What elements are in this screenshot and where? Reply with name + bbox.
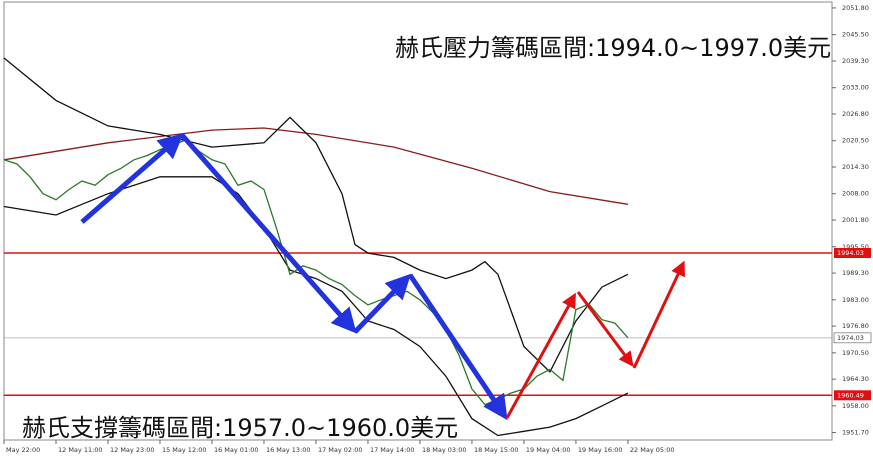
x-tick-label: 16 May 01:00 xyxy=(214,446,259,454)
y-tick-label: 1989.30 xyxy=(842,269,869,277)
x-tick-label: 22 May 05:00 xyxy=(630,446,675,454)
y-tick-label: 2039.30 xyxy=(842,57,869,65)
y-tick-label: 2033.00 xyxy=(842,84,869,92)
y-tick-label: 1995.50 xyxy=(842,243,869,251)
y-tick-label: 1958.00 xyxy=(842,402,869,410)
x-tick-label: 17 May 14:00 xyxy=(370,446,415,454)
series-line xyxy=(3,127,629,205)
y-tick-label: 2008.00 xyxy=(842,190,869,198)
y-tick-label: 1964.30 xyxy=(842,375,869,383)
x-tick-label: 16 May 13:00 xyxy=(266,446,311,454)
y-tick-label: 2014.30 xyxy=(842,163,869,171)
level-label: 1960.49 xyxy=(837,391,864,399)
y-tick-label: 1970.50 xyxy=(842,349,869,357)
blue-arrows xyxy=(80,133,508,421)
arrow xyxy=(505,292,576,419)
x-tick-label: 12 May 23:00 xyxy=(110,446,155,454)
last-price-label: 1974.03 xyxy=(837,334,864,342)
arrows xyxy=(80,133,685,421)
plot-area xyxy=(3,1,833,441)
x-tick-label: 15 May 12:00 xyxy=(162,446,207,454)
red-arrows xyxy=(505,260,685,419)
x-tick-label: 17 May 02:00 xyxy=(318,446,363,454)
level-tag xyxy=(834,390,871,401)
y-tick-label: 2045.50 xyxy=(842,31,869,39)
y-tick-label: 2051.80 xyxy=(842,4,869,12)
arrow xyxy=(80,133,184,224)
x-tick-label: 18 May 03:00 xyxy=(422,446,467,454)
arrow xyxy=(576,291,634,367)
y-tick-label: 1983.00 xyxy=(842,296,869,304)
y-tick-label: 2026.80 xyxy=(842,110,869,118)
y-tick-label: 1976.80 xyxy=(842,322,869,330)
x-tick-label: 18 May 15:00 xyxy=(474,446,519,454)
x-tick-label: 19 May 16:00 xyxy=(578,446,623,454)
last-price-tag xyxy=(833,332,872,344)
y-tick-label: 2020.50 xyxy=(842,137,869,145)
x-tick-label: 19 May 04:00 xyxy=(526,446,571,454)
arrow xyxy=(407,273,508,421)
level-label: 1994.03 xyxy=(837,249,864,257)
x-tick-label: May 22:00 xyxy=(6,446,40,454)
level-tag xyxy=(834,248,871,259)
y-tick-label: 1951.70 xyxy=(842,429,869,437)
annotation: 赫氏壓力籌碼區間:1994.0~1997.0美元 xyxy=(395,34,831,62)
arrow xyxy=(632,260,685,369)
x-tick-label: 12 May 11:00 xyxy=(58,446,103,454)
arrow xyxy=(353,273,411,334)
y-tick-label: 2001.80 xyxy=(842,216,869,224)
annotation: 赫氏支撐籌碼區間:1957.0~1960.0美元 xyxy=(22,414,458,442)
arrow xyxy=(180,133,357,334)
